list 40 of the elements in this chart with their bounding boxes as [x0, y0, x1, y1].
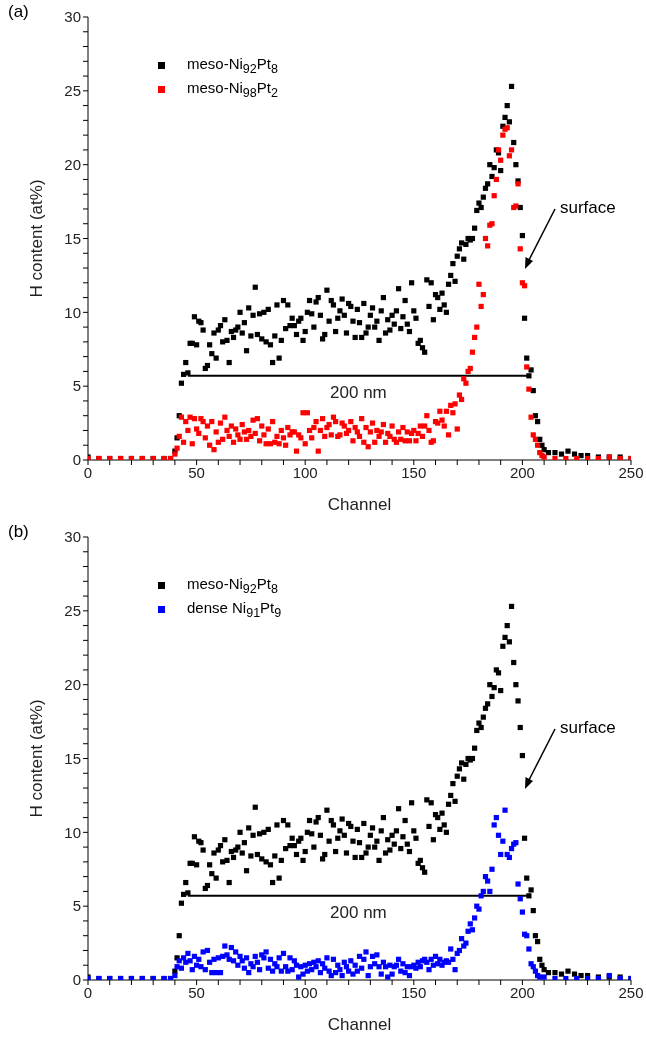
y-tick-label: 20 [64, 155, 81, 173]
y-axis-title: H content (at%) [27, 179, 47, 298]
x-tick-label: 200 [509, 463, 535, 481]
y-tick-label: 30 [64, 8, 81, 26]
y-tick-label: 15 [64, 229, 81, 247]
y-tick-label: 10 [64, 303, 81, 321]
text: (a) [8, 2, 29, 22]
x-tick-label: 250 [618, 983, 644, 1001]
y-tick-label: 10 [64, 823, 81, 841]
series-label: 200 nm [330, 902, 387, 922]
legend-label: meso-Ni$_{98}$Pt$_{2}$ [187, 78, 278, 100]
y-tick-label: 15 [64, 749, 81, 767]
x-tick-label: 150 [401, 983, 427, 1001]
x-tick-label: 0 [83, 983, 93, 1001]
legend-label: meso-Ni$_{92}$Pt$_{8}$ [187, 574, 278, 596]
y-tick-label: 25 [64, 82, 81, 100]
x-axis-title: Channel [327, 1015, 392, 1034]
x-axis-title: Channel [327, 495, 392, 514]
x-tick-label: 150 [401, 463, 427, 481]
y-tick-label: 20 [64, 675, 81, 693]
x-tick-label: 50 [188, 463, 205, 481]
x-tick-label: 200 [509, 983, 535, 1001]
legend-label: meso-Ni$_{92}$Pt$_{8}$ [187, 54, 278, 76]
x-tick-label: 0 [83, 463, 93, 481]
x-tick-label: 50 [188, 983, 205, 1001]
y-tick-label: 5 [72, 377, 81, 395]
text: (b) [8, 522, 29, 542]
y-tick-label: 5 [72, 897, 81, 915]
x-tick-label: 100 [292, 463, 318, 481]
y-tick-label: 0 [72, 451, 81, 469]
legend-label: dense Ni$_{91}$Pt$_{9}$ [187, 598, 282, 620]
y-tick-label: 25 [64, 602, 81, 620]
y-tick-label: 0 [72, 971, 81, 989]
x-tick-label: 100 [292, 983, 318, 1001]
annotation: surface [560, 198, 616, 218]
annotation: surface [560, 718, 616, 738]
y-axis-title: H content (at%) [27, 699, 47, 818]
x-tick-label: 250 [618, 463, 644, 481]
series-label: 200 nm [330, 382, 387, 402]
y-tick-label: 30 [64, 528, 81, 546]
